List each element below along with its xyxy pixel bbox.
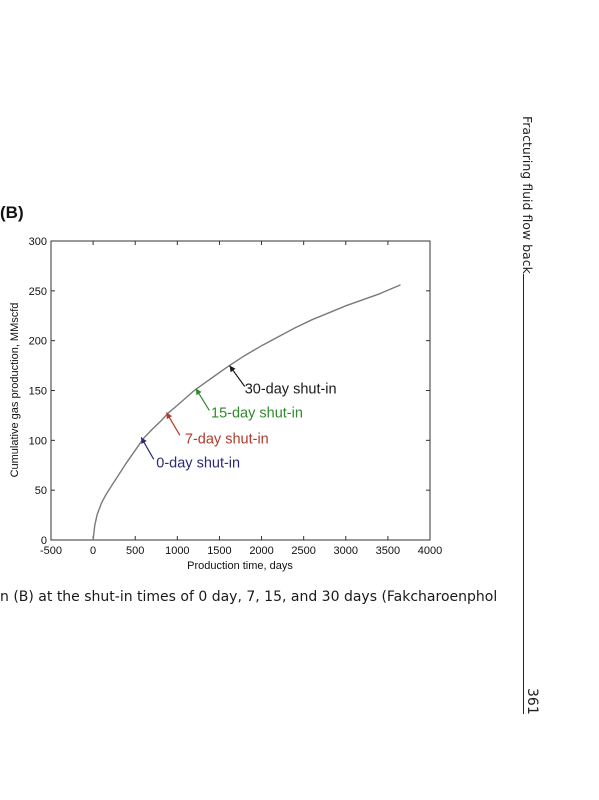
annotation-arrow-head bbox=[141, 437, 147, 445]
y-tick-label: 150 bbox=[29, 386, 47, 398]
margin-rule bbox=[523, 274, 524, 714]
panel-label: (B) bbox=[0, 203, 24, 222]
x-tick-label: 1000 bbox=[165, 545, 189, 557]
series-layer bbox=[92, 284, 401, 541]
cumulative-gas-chart: -500 0 500 1000 1500 2000 2500 3000 3500 4000 050… bbox=[9, 236, 442, 572]
figure-caption: n (B) at the shut-in times of 0 day, 7, … bbox=[0, 589, 498, 605]
x-tick-label: 3500 bbox=[376, 545, 400, 557]
plot-frame bbox=[50, 240, 431, 541]
y-tick-label: 50 bbox=[35, 485, 47, 497]
shut-in-annotation: 0-day shut-in bbox=[140, 437, 240, 471]
cumulative-production-line bbox=[92, 284, 401, 541]
x-tick-label: 3000 bbox=[334, 545, 358, 557]
annotation-label: 30-day shut-in bbox=[245, 382, 337, 398]
x-tick-label: -500 bbox=[40, 545, 62, 557]
x-axis-ticks: -500 0 500 1000 1500 2000 2500 3000 3500 4000 bbox=[40, 241, 442, 557]
annotation-arrow-head bbox=[195, 388, 202, 396]
annotation-label: 7-day shut-in bbox=[185, 431, 269, 447]
y-tick-label: 250 bbox=[29, 286, 47, 298]
shut-in-annotation: 15-day shut-in bbox=[195, 388, 303, 421]
y-axis-ticks: 0 50 100 150 200 250 300 bbox=[29, 236, 430, 547]
y-tick-label: 100 bbox=[29, 435, 47, 447]
annotation-layer: 30-day shut-in 15-day shut-in 7-day shut-i… bbox=[140, 365, 337, 471]
x-tick-label: 0 bbox=[90, 545, 96, 557]
y-tick-label: 200 bbox=[29, 336, 47, 348]
x-tick-label: 2000 bbox=[249, 545, 273, 557]
running-head: Fracturing fluid flow back bbox=[520, 116, 535, 274]
x-tick-label: 500 bbox=[126, 545, 144, 557]
annotation-arrow-head bbox=[229, 365, 236, 373]
shut-in-annotation: 30-day shut-in bbox=[229, 365, 337, 398]
x-tick-label: 2500 bbox=[291, 545, 315, 557]
annotation-label: 15-day shut-in bbox=[211, 405, 303, 421]
y-tick-label: 300 bbox=[29, 236, 47, 248]
page-number: 361 bbox=[524, 688, 540, 715]
y-axis-title: Cumulative gas production, MMscfd bbox=[9, 303, 21, 478]
annotation-label: 0-day shut-in bbox=[156, 455, 240, 471]
annotation-arrow-head bbox=[166, 412, 173, 420]
x-tick-label: 1500 bbox=[207, 545, 231, 557]
y-tick-label: 0 bbox=[41, 535, 47, 547]
x-axis-title: Production time, days bbox=[187, 560, 293, 572]
shut-in-annotation: 7-day shut-in bbox=[165, 412, 269, 447]
x-tick-label: 4000 bbox=[418, 545, 442, 557]
